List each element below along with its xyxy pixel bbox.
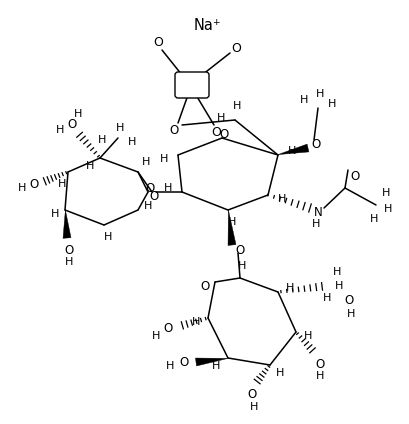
Text: H: H	[18, 183, 26, 193]
Text: H: H	[304, 331, 312, 341]
Text: H: H	[128, 137, 136, 147]
Text: O: O	[235, 245, 245, 257]
Text: H: H	[74, 109, 82, 119]
Text: O: O	[169, 125, 179, 137]
Text: O: O	[29, 178, 38, 190]
Text: H: H	[116, 123, 124, 133]
Text: H: H	[300, 95, 308, 105]
Text: O: O	[231, 42, 241, 56]
Text: S: S	[188, 78, 196, 92]
Text: O: O	[153, 36, 163, 50]
Text: H: H	[312, 219, 320, 229]
Text: H: H	[98, 135, 106, 145]
Text: O: O	[145, 182, 155, 195]
Text: H: H	[56, 125, 64, 135]
Text: O: O	[351, 170, 360, 182]
Text: H: H	[323, 293, 331, 303]
Text: H: H	[335, 281, 343, 291]
Text: H: H	[142, 157, 150, 167]
Text: H: H	[316, 371, 324, 381]
Text: O: O	[149, 190, 159, 203]
Text: H: H	[347, 309, 355, 319]
FancyBboxPatch shape	[175, 72, 209, 98]
Text: H: H	[192, 317, 200, 327]
Text: H: H	[65, 257, 73, 267]
Text: H: H	[316, 89, 324, 99]
Text: O: O	[163, 321, 173, 335]
Text: H: H	[370, 214, 378, 224]
Polygon shape	[63, 210, 71, 238]
Text: O: O	[211, 126, 221, 139]
Text: H: H	[212, 361, 220, 371]
Text: H: H	[238, 261, 246, 271]
Text: H: H	[278, 194, 286, 204]
Text: H: H	[233, 101, 241, 111]
Text: H: H	[288, 146, 296, 156]
Text: O: O	[64, 243, 74, 257]
Text: H: H	[333, 267, 341, 277]
Text: N: N	[314, 206, 322, 218]
Text: H: H	[250, 402, 258, 412]
Text: H: H	[228, 217, 236, 227]
Text: O: O	[219, 128, 229, 142]
Text: O: O	[200, 279, 210, 293]
Text: H: H	[152, 331, 160, 341]
Text: O: O	[180, 355, 189, 368]
Text: O: O	[344, 293, 354, 307]
Text: H: H	[382, 188, 390, 198]
Text: H: H	[144, 201, 152, 211]
Text: O: O	[311, 137, 321, 151]
Text: H: H	[217, 113, 225, 123]
Text: H: H	[160, 154, 168, 164]
Text: H: H	[166, 361, 174, 371]
Polygon shape	[196, 358, 228, 366]
Text: H: H	[276, 368, 284, 378]
Polygon shape	[228, 210, 236, 245]
Text: Na⁺: Na⁺	[193, 18, 221, 33]
Text: H: H	[286, 283, 294, 293]
Text: O: O	[67, 117, 76, 131]
Text: H: H	[164, 183, 172, 193]
Text: O: O	[247, 388, 256, 402]
Text: H: H	[328, 99, 336, 109]
Text: H: H	[104, 232, 112, 242]
Text: H: H	[58, 179, 66, 189]
Text: H: H	[51, 209, 59, 219]
Text: H: H	[86, 161, 94, 171]
Text: H: H	[384, 204, 392, 214]
Polygon shape	[278, 144, 309, 155]
Text: O: O	[315, 357, 325, 371]
